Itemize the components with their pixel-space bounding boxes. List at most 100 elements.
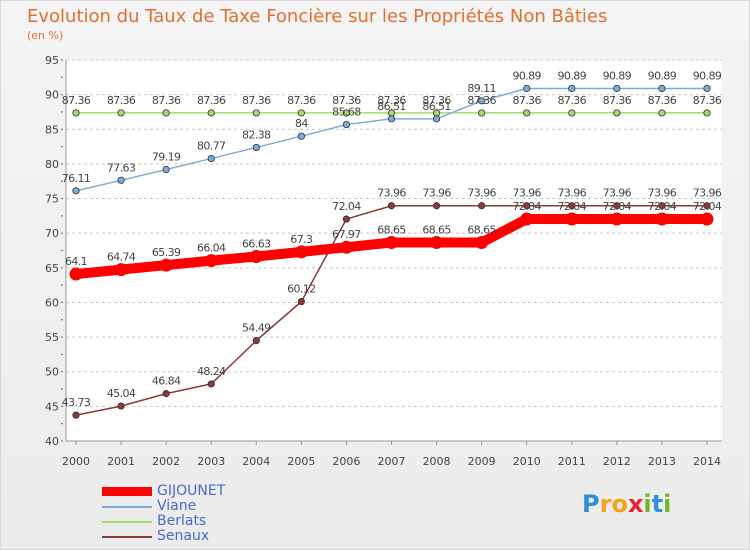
data-point-berlats bbox=[568, 109, 576, 117]
data-point-viane bbox=[523, 84, 531, 93]
data-point-senaux bbox=[297, 298, 305, 306]
data-label-gijounet: 66.63 bbox=[242, 238, 271, 251]
x-tick-label: 2010 bbox=[513, 455, 541, 468]
legend-label: Berlats bbox=[157, 513, 207, 529]
data-label-senaux: 60.12 bbox=[287, 283, 316, 296]
data-point-berlats bbox=[658, 109, 666, 117]
y-tick-label: 60 bbox=[45, 296, 59, 309]
legend-swatch bbox=[102, 520, 152, 523]
data-label-viane: 86.51 bbox=[422, 100, 451, 113]
data-label-viane: 90.89 bbox=[648, 69, 677, 82]
chart-legend: GIJOUNET Viane Berlats Senaux bbox=[102, 484, 225, 544]
data-point-gijounet bbox=[339, 240, 353, 254]
data-point-senaux bbox=[162, 390, 170, 398]
x-tick-label: 2002 bbox=[152, 455, 180, 468]
data-label-viane: 80.77 bbox=[197, 140, 226, 153]
data-point-gijounet bbox=[114, 263, 128, 277]
data-label-viane: 85.68 bbox=[332, 106, 361, 119]
data-label-gijounet: 64.74 bbox=[107, 251, 136, 264]
x-tick-label: 2008 bbox=[423, 455, 451, 468]
data-point-senaux bbox=[342, 215, 351, 223]
data-label-berlats: 87.36 bbox=[422, 94, 451, 107]
logo-letter: i bbox=[643, 490, 652, 518]
data-label-viane: 90.89 bbox=[693, 69, 722, 82]
plot-area bbox=[66, 60, 722, 441]
data-point-viane bbox=[117, 176, 125, 184]
x-tick-label: 2014 bbox=[693, 455, 721, 468]
data-point-gijounet bbox=[655, 212, 669, 226]
data-point-senaux bbox=[72, 411, 80, 419]
data-label-viane: 89.11 bbox=[467, 82, 496, 95]
data-point-berlats bbox=[613, 109, 621, 117]
x-tick-label: 2011 bbox=[558, 455, 586, 468]
data-label-gijounet: 68.65 bbox=[467, 224, 496, 237]
data-point-gijounet bbox=[159, 258, 173, 272]
data-point-berlats bbox=[703, 109, 711, 117]
data-label-viane: 90.89 bbox=[512, 69, 541, 82]
data-label-gijounet: 68.65 bbox=[422, 224, 451, 237]
data-point-berlats bbox=[72, 109, 80, 117]
logo-letter: t bbox=[651, 490, 664, 518]
x-tick-label: 2001 bbox=[107, 455, 135, 468]
legend-label: GIJOUNET bbox=[157, 483, 226, 499]
logo-letter: P bbox=[582, 490, 600, 518]
data-point-senaux bbox=[613, 202, 621, 210]
data-point-berlats bbox=[523, 109, 531, 117]
data-label-gijounet: 72.04 bbox=[512, 200, 541, 213]
data-label-senaux: 73.96 bbox=[512, 187, 541, 200]
chart-subtitle: (en %) bbox=[27, 29, 64, 42]
data-point-berlats bbox=[478, 109, 486, 117]
y-tick-label: 80 bbox=[45, 158, 59, 171]
data-point-gijounet bbox=[385, 236, 398, 250]
data-label-berlats: 87.36 bbox=[107, 94, 136, 107]
data-point-senaux bbox=[252, 337, 260, 345]
legend-swatch bbox=[102, 487, 152, 496]
data-label-berlats: 87.36 bbox=[287, 94, 316, 107]
data-point-berlats bbox=[207, 109, 215, 117]
data-label-gijounet: 67.3 bbox=[290, 233, 313, 246]
data-label-viane: 82.38 bbox=[242, 128, 271, 141]
logo-letter: r bbox=[599, 490, 612, 518]
data-point-viane bbox=[387, 115, 396, 123]
x-tick-label: 2000 bbox=[62, 455, 90, 468]
logo-letter: o bbox=[611, 490, 628, 518]
data-label-viane: 77.63 bbox=[107, 161, 136, 174]
legend-item-senaux: Senaux bbox=[102, 529, 225, 544]
data-point-senaux bbox=[117, 402, 125, 410]
chart-title: Evolution du Taux de Taxe Foncière sur l… bbox=[27, 6, 608, 27]
data-point-senaux bbox=[387, 202, 396, 210]
y-tick-label: 50 bbox=[45, 366, 59, 379]
y-tick-label: 65 bbox=[45, 262, 59, 275]
data-label-berlats: 87.36 bbox=[558, 94, 587, 107]
legend-label: Senaux bbox=[157, 528, 210, 544]
logo-letter: i bbox=[663, 490, 672, 518]
y-tick-label: 95 bbox=[45, 54, 59, 67]
legend-swatch bbox=[102, 505, 152, 508]
data-label-berlats: 87.36 bbox=[197, 94, 226, 107]
data-label-viane: 90.89 bbox=[603, 69, 632, 82]
data-label-berlats: 87.36 bbox=[332, 94, 361, 107]
data-label-senaux: 43.73 bbox=[62, 396, 91, 409]
data-point-viane bbox=[207, 154, 215, 163]
data-point-gijounet bbox=[430, 236, 444, 250]
x-tick-label: 2005 bbox=[287, 455, 315, 468]
data-label-gijounet: 67.97 bbox=[332, 228, 361, 241]
data-point-senaux bbox=[568, 202, 576, 210]
data-point-viane bbox=[478, 97, 486, 105]
y-tick-label: 70 bbox=[45, 227, 59, 240]
data-point-viane bbox=[252, 143, 260, 152]
proxiti-logo: Proxiti bbox=[582, 490, 671, 518]
data-label-senaux: 73.96 bbox=[558, 187, 587, 200]
data-label-gijounet: 72.04 bbox=[693, 200, 722, 213]
data-point-viane bbox=[342, 120, 351, 129]
data-label-senaux: 73.96 bbox=[422, 187, 451, 200]
y-tick-label: 75 bbox=[45, 193, 59, 206]
data-point-viane bbox=[297, 132, 305, 140]
data-label-senaux: 48.24 bbox=[197, 365, 226, 378]
y-tick-label: 55 bbox=[45, 331, 59, 344]
logo-letter: x bbox=[627, 490, 644, 518]
data-label-berlats: 87.36 bbox=[648, 94, 677, 107]
data-point-gijounet bbox=[520, 212, 534, 226]
x-tick-label: 2003 bbox=[197, 455, 225, 468]
